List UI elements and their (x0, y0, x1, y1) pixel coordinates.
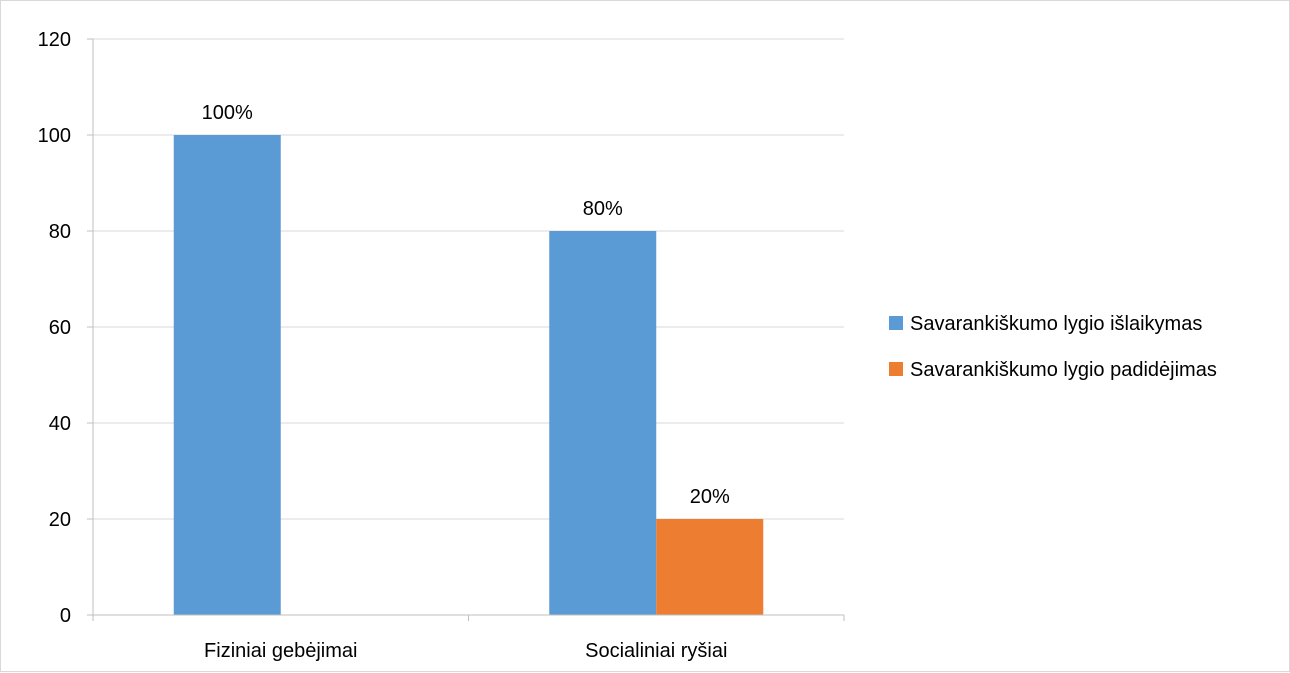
y-tick-label: 100 (38, 125, 71, 147)
y-tick-label: 40 (49, 413, 71, 435)
y-tick-label: 120 (38, 29, 71, 51)
legend: Savarankiškumo lygio išlaikymas Savaranki… (889, 313, 1217, 381)
bar (549, 231, 657, 615)
y-tick-label: 60 (49, 317, 71, 339)
legend-swatch (889, 316, 903, 330)
bar (656, 519, 764, 615)
y-tick-label: 20 (49, 509, 71, 531)
x-category-label: Fiziniai gebėjimai (204, 640, 357, 662)
x-category-label: Socialiniai ryšiai (585, 640, 727, 662)
data-label: 100% (202, 102, 253, 124)
legend-label: Savarankiškumo lygio išlaikymas (910, 313, 1202, 335)
data-label: 80% (583, 198, 623, 220)
bar (173, 135, 281, 615)
legend-swatch (889, 362, 903, 376)
data-label: 20% (690, 486, 730, 508)
y-tick-label: 0 (60, 605, 71, 627)
bars (173, 135, 764, 615)
axes (87, 38, 845, 621)
legend-label: Savarankiškumo lygio padidėjimas (910, 359, 1217, 381)
labels: 0 20 40 60 80 100 120 100% Fiziniai gebėjimai 80%… (38, 29, 730, 662)
y-tick-label: 80 (49, 221, 71, 243)
